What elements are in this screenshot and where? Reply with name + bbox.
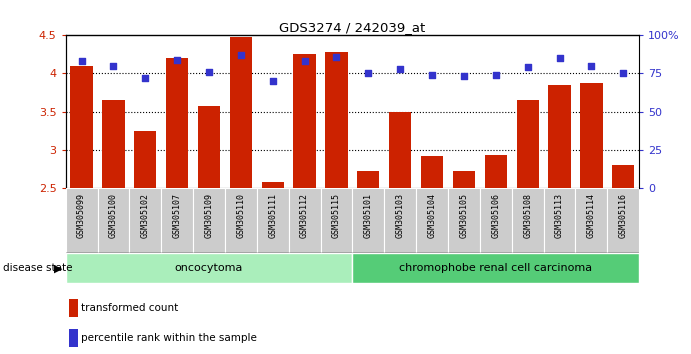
Bar xyxy=(262,182,284,188)
Bar xyxy=(129,188,161,253)
Text: oncocytoma: oncocytoma xyxy=(175,263,243,273)
Text: GSM305113: GSM305113 xyxy=(555,193,564,238)
Text: ▶: ▶ xyxy=(54,263,62,273)
Text: GSM305104: GSM305104 xyxy=(428,193,437,238)
Text: GSM305116: GSM305116 xyxy=(618,193,627,238)
Bar xyxy=(549,85,571,188)
Bar xyxy=(102,100,124,188)
Bar xyxy=(448,188,480,253)
Bar xyxy=(66,188,97,253)
Point xyxy=(267,78,278,84)
Point xyxy=(426,72,437,78)
Point xyxy=(331,54,342,59)
Bar xyxy=(480,188,512,253)
Point xyxy=(522,64,533,70)
Bar xyxy=(225,188,257,253)
Bar xyxy=(70,66,93,188)
Point xyxy=(554,55,565,61)
Point xyxy=(458,74,469,79)
Bar xyxy=(193,188,225,253)
Text: GSM305099: GSM305099 xyxy=(77,193,86,238)
Bar xyxy=(321,188,352,253)
Bar xyxy=(289,188,321,253)
Text: GSM305103: GSM305103 xyxy=(396,193,405,238)
Bar xyxy=(229,37,252,188)
Text: GSM305108: GSM305108 xyxy=(523,193,532,238)
Bar xyxy=(416,188,448,253)
Bar xyxy=(612,165,634,188)
Text: GSM305114: GSM305114 xyxy=(587,193,596,238)
Bar xyxy=(198,106,220,188)
Text: GSM305106: GSM305106 xyxy=(491,193,500,238)
Bar xyxy=(357,171,379,188)
Bar xyxy=(352,188,384,253)
Bar xyxy=(512,188,544,253)
Bar xyxy=(516,100,539,188)
Text: GSM305100: GSM305100 xyxy=(109,193,118,238)
Point xyxy=(586,63,597,69)
Text: GSM305115: GSM305115 xyxy=(332,193,341,238)
Bar xyxy=(166,58,189,188)
Bar xyxy=(69,329,77,348)
Bar xyxy=(421,156,443,188)
Bar xyxy=(161,188,193,253)
Text: GSM305112: GSM305112 xyxy=(300,193,309,238)
Text: GSM305102: GSM305102 xyxy=(141,193,150,238)
Bar xyxy=(97,188,129,253)
Point xyxy=(76,58,87,64)
Text: GSM305101: GSM305101 xyxy=(364,193,373,238)
Bar xyxy=(352,253,639,283)
Title: GDS3274 / 242039_at: GDS3274 / 242039_at xyxy=(279,21,426,34)
Point xyxy=(140,75,151,81)
Bar xyxy=(607,188,639,253)
Bar xyxy=(325,52,348,188)
Bar xyxy=(453,171,475,188)
Text: GSM305109: GSM305109 xyxy=(205,193,214,238)
Text: percentile rank within the sample: percentile rank within the sample xyxy=(81,333,257,343)
Text: GSM305111: GSM305111 xyxy=(268,193,277,238)
Bar xyxy=(66,253,352,283)
Point xyxy=(203,69,214,75)
Text: disease state: disease state xyxy=(3,263,73,273)
Bar xyxy=(257,188,289,253)
Text: GSM305110: GSM305110 xyxy=(236,193,245,238)
Bar xyxy=(69,299,77,318)
Point xyxy=(299,58,310,64)
Point xyxy=(363,70,374,76)
Point xyxy=(236,52,247,58)
Bar xyxy=(389,112,411,188)
Text: GSM305105: GSM305105 xyxy=(460,193,468,238)
Bar xyxy=(544,188,576,253)
Point xyxy=(395,66,406,72)
Bar xyxy=(134,131,156,188)
Bar xyxy=(576,188,607,253)
Point xyxy=(618,70,629,76)
Text: transformed count: transformed count xyxy=(81,303,178,313)
Bar xyxy=(294,55,316,188)
Bar xyxy=(384,188,416,253)
Point xyxy=(108,63,119,69)
Bar xyxy=(484,155,507,188)
Point xyxy=(171,57,182,63)
Text: chromophobe renal cell carcinoma: chromophobe renal cell carcinoma xyxy=(399,263,592,273)
Bar xyxy=(580,83,603,188)
Point xyxy=(491,72,502,78)
Text: GSM305107: GSM305107 xyxy=(173,193,182,238)
